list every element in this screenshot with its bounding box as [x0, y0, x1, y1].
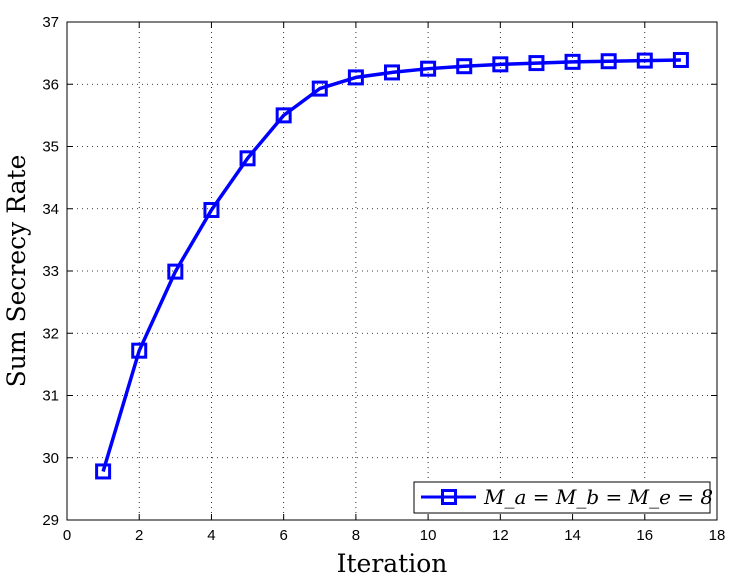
x-tick-label: 18: [709, 527, 726, 544]
data-point: [420, 60, 437, 77]
data-point: [384, 64, 400, 81]
series-lines: [101, 58, 681, 472]
x-tick-label: 2: [135, 527, 143, 544]
grid-lines: [67, 22, 717, 520]
data-point: [492, 56, 509, 73]
legend: M_a = M_b = M_e = 8: [413, 481, 713, 514]
data-point: [636, 52, 653, 69]
y-tick-label: 35: [42, 139, 59, 156]
data-point: [528, 55, 545, 72]
x-tick-label: 6: [279, 527, 287, 544]
y-tick-label: 37: [42, 14, 59, 31]
x-tick-label: 16: [636, 527, 653, 544]
data-point: [239, 150, 256, 167]
data-point: [95, 463, 112, 480]
data-point: [203, 201, 220, 218]
data-point: [600, 53, 617, 70]
x-axis-title: Iteration: [337, 549, 448, 578]
y-tick-label: 31: [42, 388, 59, 405]
legend-marker-sample: [441, 489, 457, 505]
data-point: [275, 107, 292, 124]
x-tick-label: 12: [492, 527, 509, 544]
x-tick-label: 10: [420, 527, 437, 544]
y-tick-label: 34: [42, 201, 59, 218]
y-tick-label: 36: [42, 76, 59, 93]
x-tick-label: 4: [207, 527, 215, 544]
data-point: [564, 53, 581, 70]
x-tick-label: 8: [352, 527, 360, 544]
y-axis-title: Sum Secrecy Rate: [2, 155, 31, 388]
x-axis-ticks: 0 2 4 6 8 10 12 14 16 18: [63, 22, 726, 544]
data-point: [311, 80, 328, 97]
plot-frame: [66, 21, 718, 521]
data-point: [131, 342, 148, 359]
data-point: [167, 263, 184, 280]
legend-entry-label: M_a = M_b = M_e = 8: [483, 485, 713, 509]
y-tick-label: 29: [42, 512, 59, 529]
data-point: [456, 58, 473, 75]
series-markers: [95, 51, 689, 480]
y-axis-ticks: 29 30 31 32 33 34 35 36 37: [42, 14, 717, 529]
x-tick-label: 14: [564, 527, 581, 544]
y-tick-label: 30: [42, 450, 59, 467]
y-tick-label: 32: [42, 325, 59, 342]
x-tick-label: 0: [63, 527, 71, 544]
data-point: [347, 69, 364, 86]
data-point: [672, 51, 689, 68]
y-tick-label: 33: [42, 263, 59, 280]
series-line: [101, 58, 681, 472]
